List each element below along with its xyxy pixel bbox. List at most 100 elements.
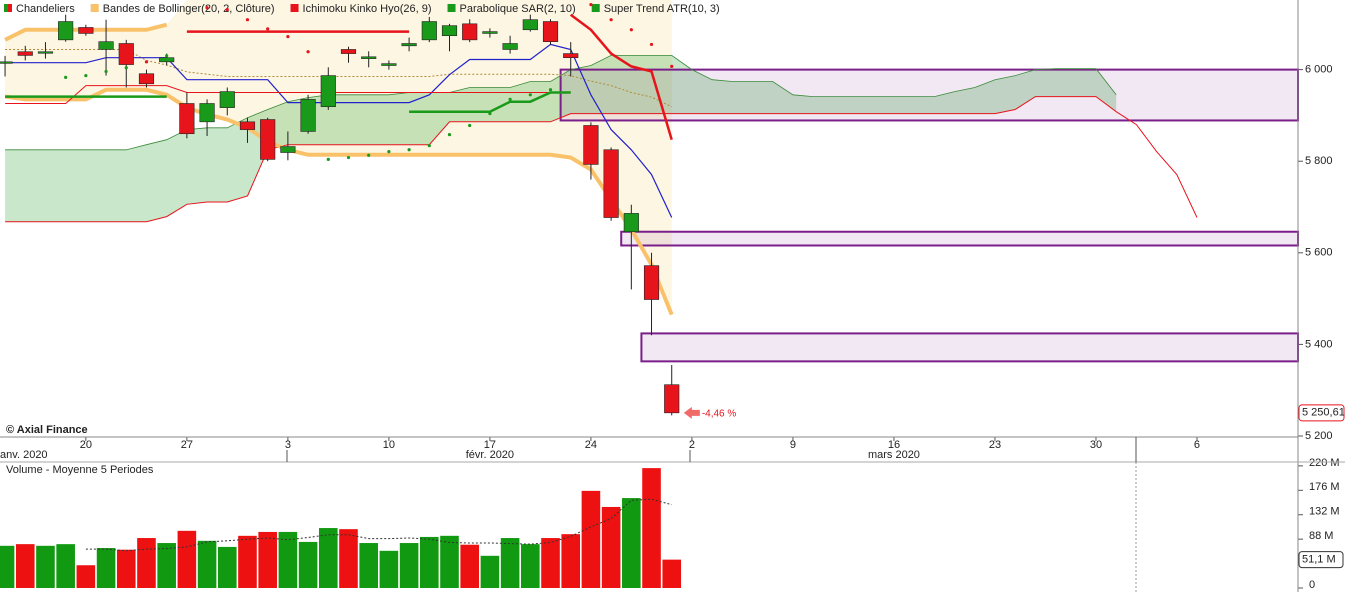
volume-bar bbox=[440, 535, 459, 588]
x-tick-label: 10 bbox=[383, 439, 395, 451]
candle-body bbox=[462, 23, 478, 41]
x-tick-label: 30 bbox=[1090, 439, 1102, 451]
annotation-arrow bbox=[683, 406, 700, 419]
volume-title: Volume - Moyenne 5 Periodes bbox=[6, 464, 154, 476]
volume-bar bbox=[238, 535, 257, 588]
candle-body bbox=[260, 119, 276, 160]
month-label: févr. 2020 bbox=[466, 449, 514, 461]
volume-bar bbox=[642, 468, 661, 588]
candle-body bbox=[643, 265, 660, 300]
x-tick-label: 20 bbox=[80, 439, 92, 451]
sar-dot bbox=[528, 93, 532, 97]
candle-body bbox=[199, 103, 215, 123]
volume-bar bbox=[56, 544, 75, 588]
candle-body bbox=[78, 27, 94, 34]
candle-body bbox=[17, 51, 33, 56]
candle-body bbox=[421, 21, 437, 41]
candle-body bbox=[118, 43, 134, 65]
volume-bar bbox=[379, 550, 399, 588]
supertrend-down bbox=[186, 13, 673, 141]
sar-dot bbox=[468, 123, 472, 128]
y-tick-label: 5 600 bbox=[1305, 247, 1333, 259]
legend-swatch bbox=[591, 4, 600, 12]
candle-body bbox=[280, 146, 296, 153]
sar-dot bbox=[387, 149, 391, 154]
volume-bar bbox=[399, 543, 419, 588]
candle-body bbox=[482, 31, 498, 34]
candle-body bbox=[441, 25, 458, 37]
volume-bar bbox=[460, 544, 479, 588]
sar-dot bbox=[205, 6, 209, 10]
volume-bar bbox=[500, 538, 520, 588]
candle-body bbox=[239, 121, 256, 130]
zone bbox=[620, 230, 1299, 247]
x-tick-label: 23 bbox=[989, 439, 1001, 451]
candle-body bbox=[37, 51, 54, 54]
sar-dot bbox=[670, 64, 674, 69]
volume-bar bbox=[137, 538, 156, 588]
sar-dot bbox=[286, 35, 290, 39]
candle-body bbox=[542, 21, 559, 42]
legend-label: Super Trend ATR(10, 3) bbox=[604, 3, 720, 15]
volume-bar bbox=[76, 565, 96, 588]
candle-body bbox=[340, 49, 357, 54]
sar-dot bbox=[266, 27, 270, 31]
volume-bar bbox=[581, 490, 601, 588]
candle-body bbox=[300, 99, 316, 132]
candle-body bbox=[502, 43, 518, 50]
candle-body bbox=[98, 41, 114, 50]
zone bbox=[559, 68, 1299, 122]
volume-bar bbox=[601, 506, 621, 588]
candle-body bbox=[401, 43, 417, 47]
credit: © Axial Finance bbox=[6, 424, 88, 436]
legend-label: Ichimoku Kinko Hyo(26, 9) bbox=[303, 3, 432, 15]
volume-bar bbox=[298, 541, 318, 588]
x-tick-label: 16 bbox=[888, 439, 900, 451]
month-label: anv. 2020 bbox=[0, 449, 48, 461]
last-price-badge bbox=[1298, 404, 1345, 422]
ichimoku-kijun bbox=[5, 85, 571, 104]
candle-body bbox=[563, 53, 579, 59]
candle-body bbox=[583, 125, 599, 165]
candle-body bbox=[179, 103, 195, 135]
volume-bar bbox=[36, 545, 55, 588]
sar-dot bbox=[124, 66, 128, 70]
volume-bar bbox=[116, 549, 136, 588]
sar-dot bbox=[367, 153, 371, 157]
y-tick-label: 132 M bbox=[1309, 506, 1340, 518]
volume-bar bbox=[0, 545, 15, 588]
candle-body bbox=[58, 21, 74, 41]
sar-dot bbox=[609, 18, 613, 22]
volume-bar bbox=[541, 538, 560, 588]
candle-body bbox=[623, 213, 639, 233]
month-label: mars 2020 bbox=[868, 449, 920, 461]
sar-dot bbox=[447, 133, 452, 137]
sar-dot bbox=[64, 75, 68, 79]
legend-swatch bbox=[8, 4, 12, 12]
y-tick-label: 6 000 bbox=[1305, 64, 1333, 76]
bollinger-lower bbox=[4, 87, 674, 316]
y-tick-label: 5 800 bbox=[1305, 155, 1333, 167]
legend-label: Parabolique SAR(2, 10) bbox=[460, 3, 576, 15]
last-volume-label: 51,1 M bbox=[1302, 554, 1336, 566]
candle-body bbox=[664, 384, 680, 414]
volume-bar bbox=[197, 540, 217, 588]
legend-swatch bbox=[290, 4, 299, 12]
sar-dot bbox=[649, 42, 654, 47]
y-tick-label: 88 M bbox=[1309, 530, 1333, 542]
volume-bar bbox=[339, 529, 358, 588]
ichimoku-span-b bbox=[5, 96, 1198, 223]
volume-bar bbox=[480, 555, 500, 588]
bollinger-fill bbox=[5, 0, 672, 315]
candle-body bbox=[0, 61, 13, 64]
volume-bar bbox=[622, 498, 641, 588]
zone bbox=[640, 332, 1299, 363]
bollinger-middle bbox=[5, 49, 672, 108]
x-tick-label: 27 bbox=[181, 439, 193, 451]
candle-body bbox=[159, 57, 175, 63]
sar-dot bbox=[427, 144, 431, 148]
volume-bar bbox=[662, 559, 682, 588]
annotation: -4,46 % bbox=[702, 408, 737, 419]
x-tick-label: 24 bbox=[585, 439, 597, 451]
